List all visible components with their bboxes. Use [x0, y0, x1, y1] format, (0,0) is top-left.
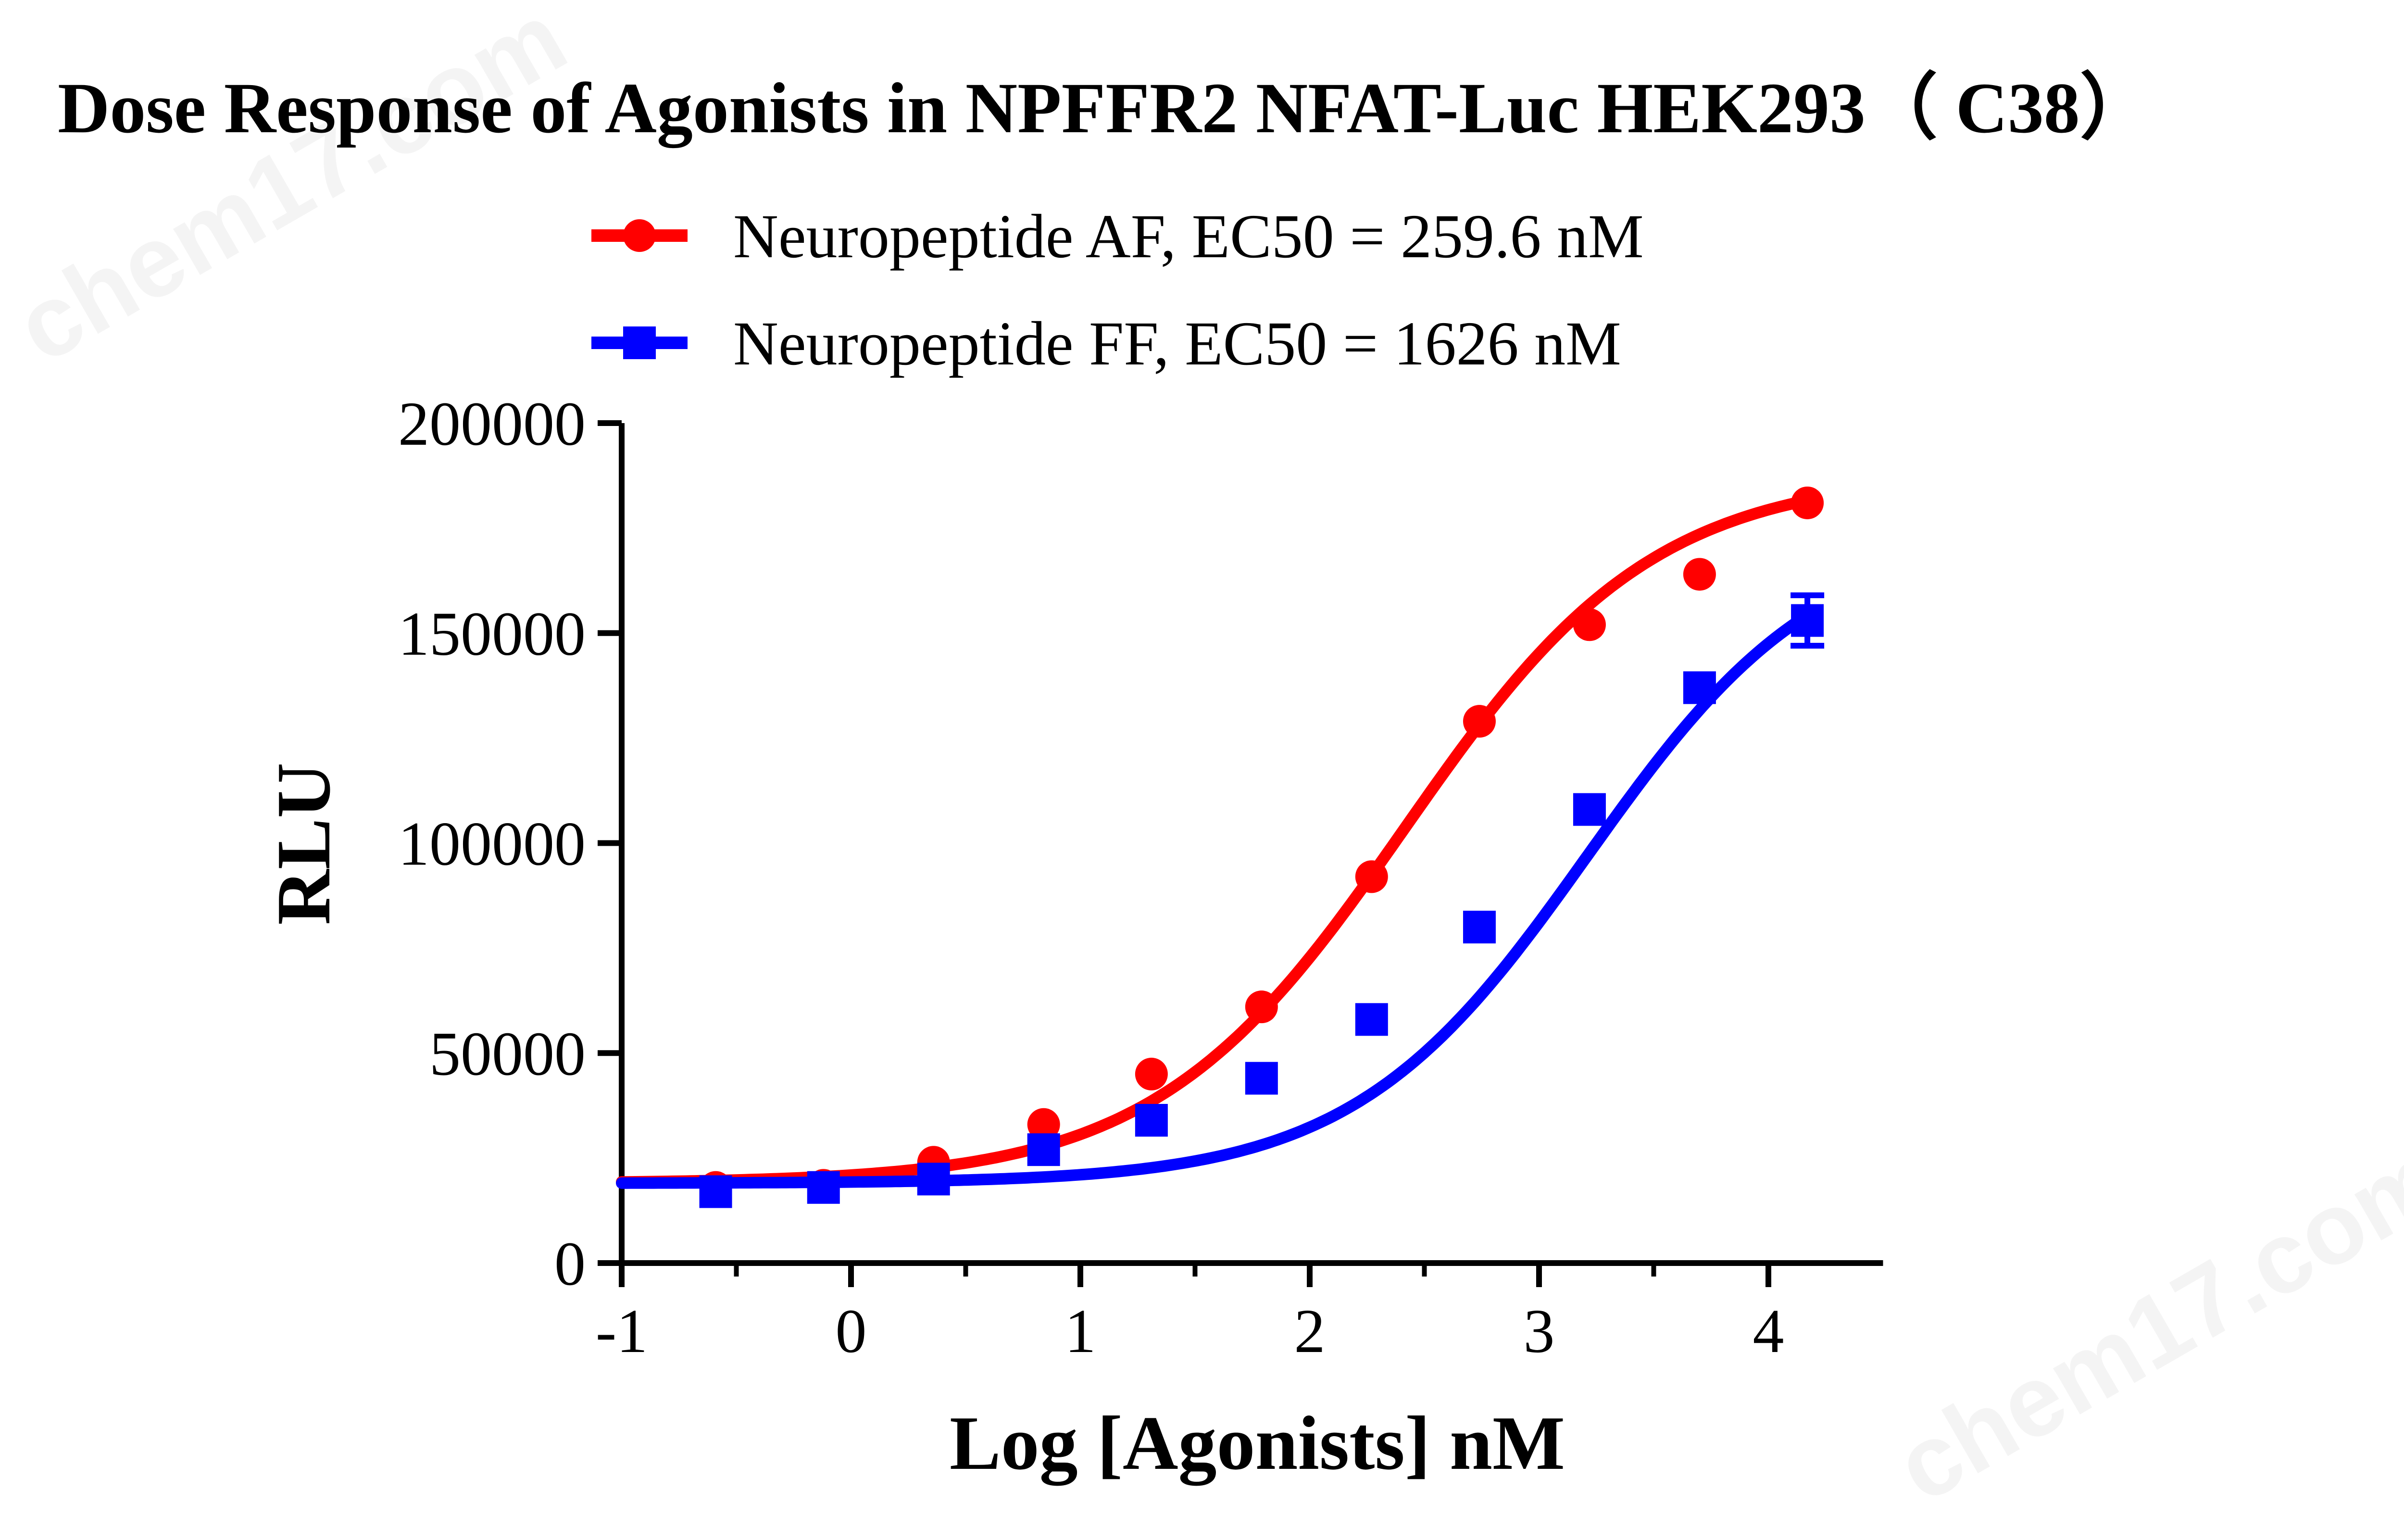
data-point-neuropeptide-ff-9	[1683, 671, 1716, 704]
data-point-neuropeptide-ff-10	[1791, 604, 1824, 637]
legend-marker-neuropeptide-af	[623, 219, 656, 252]
fit-curve-neuropeptide-af	[616, 494, 1814, 1188]
data-point-neuropeptide-af-5	[1245, 990, 1278, 1024]
data-point-neuropeptide-ff-3	[1027, 1133, 1060, 1166]
legend-label-neuropeptide-af: Neuropeptide AF, EC50 = 259.6 nM	[733, 202, 1644, 271]
data-point-neuropeptide-ff-5	[1245, 1062, 1278, 1095]
legend-marker-neuropeptide-ff	[623, 326, 656, 359]
data-point-neuropeptide-ff-8	[1573, 793, 1606, 826]
y-tick-label-200000: 200000	[398, 389, 586, 459]
legend-item-neuropeptide-af: Neuropeptide AF, EC50 = 259.6 nM	[591, 202, 1644, 271]
data-point-neuropeptide-ff-7	[1463, 911, 1496, 944]
data-point-neuropeptide-af-7	[1463, 705, 1496, 738]
data-point-neuropeptide-ff-2	[917, 1163, 950, 1196]
y-tick-label-0: 0	[554, 1229, 586, 1299]
data-point-neuropeptide-af-6	[1355, 860, 1388, 893]
x-tick-label-4: 4	[1753, 1297, 1784, 1366]
y-tick-label-50000: 50000	[429, 1019, 586, 1089]
y-axis-title: RLU	[261, 763, 346, 925]
x-tick-label-1: 1	[1065, 1297, 1096, 1366]
data-point-neuropeptide-af-3	[1027, 1108, 1060, 1141]
legend-item-neuropeptide-ff: Neuropeptide FF, EC50 = 1626 nM	[591, 309, 1621, 378]
chart-title: Dose Response of Agonists in NPFFR2 NFAT…	[58, 68, 2152, 148]
data-point-neuropeptide-ff-1	[807, 1171, 840, 1204]
legend-label-neuropeptide-ff: Neuropeptide FF, EC50 = 1626 nM	[733, 309, 1621, 378]
data-point-neuropeptide-af-9	[1683, 558, 1716, 591]
x-tick-label--1: -1	[596, 1297, 648, 1366]
watermark-bottom-right: chem17.com	[1878, 1120, 2404, 1524]
fit-curve-neuropeptide-ff	[616, 609, 1814, 1189]
data-point-neuropeptide-ff-6	[1355, 1003, 1388, 1036]
x-tick-label-3: 3	[1524, 1297, 1555, 1366]
data-point-neuropeptide-af-10	[1791, 486, 1824, 519]
data-point-neuropeptide-af-4	[1135, 1057, 1168, 1090]
y-tick-label-100000: 100000	[398, 810, 586, 879]
data-point-neuropeptide-ff-4	[1135, 1104, 1168, 1137]
y-tick-label-150000: 150000	[398, 600, 586, 669]
x-tick-label-0: 0	[836, 1297, 867, 1366]
x-axis-title: Log [Agonists] nM	[950, 1400, 1565, 1486]
x-tick-label-2: 2	[1294, 1297, 1326, 1366]
data-point-neuropeptide-ff-0	[699, 1175, 732, 1208]
data-point-neuropeptide-af-8	[1573, 608, 1606, 641]
watermark-top-left: chem17.com	[0, 0, 584, 384]
legend: Neuropeptide AF, EC50 = 259.6 nM Neurope…	[591, 202, 1644, 378]
